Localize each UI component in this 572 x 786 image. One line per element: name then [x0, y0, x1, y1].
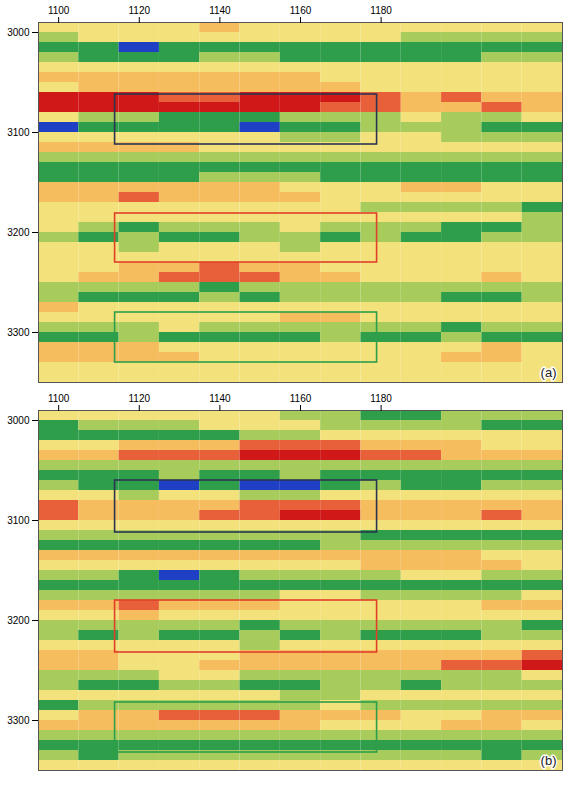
svg-text:3200: 3200: [7, 615, 30, 626]
svg-text:3100: 3100: [7, 127, 30, 138]
svg-text:1140: 1140: [209, 5, 231, 16]
svg-text:3200: 3200: [7, 227, 30, 238]
svg-text:1120: 1120: [129, 393, 151, 404]
svg-text:1140: 1140: [209, 393, 231, 404]
svg-text:1160: 1160: [290, 5, 312, 16]
svg-text:3000: 3000: [7, 27, 30, 38]
svg-text:(b): (b): [541, 753, 557, 768]
svg-text:1100: 1100: [48, 5, 70, 16]
svg-text:3100: 3100: [7, 515, 30, 526]
svg-text:1180: 1180: [370, 393, 392, 404]
svg-text:1100: 1100: [48, 393, 70, 404]
svg-text:1120: 1120: [129, 5, 151, 16]
svg-text:3300: 3300: [7, 327, 30, 338]
svg-text:3000: 3000: [7, 415, 30, 426]
svg-text:1160: 1160: [290, 393, 312, 404]
svg-text:3300: 3300: [7, 715, 30, 726]
svg-text:(a): (a): [541, 365, 557, 380]
svg-text:1180: 1180: [370, 5, 392, 16]
